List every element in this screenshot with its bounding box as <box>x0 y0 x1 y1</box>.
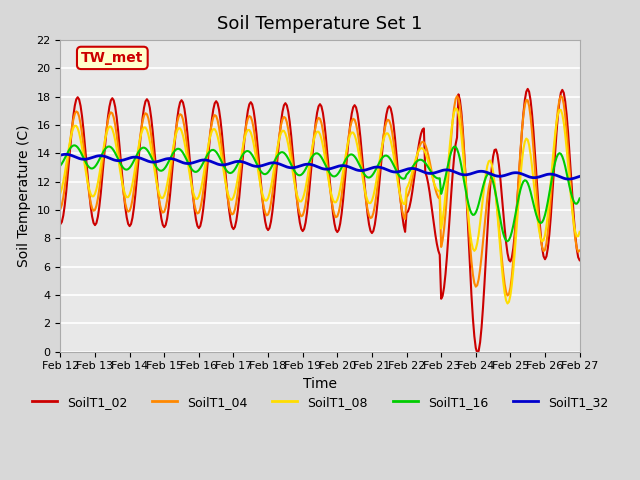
SoilT1_16 <box>354 158 362 164</box>
SoilT1_32 <box>371 164 379 170</box>
SoilT1_02 <box>514 193 522 199</box>
SoilT1_32 <box>383 167 390 172</box>
Line: SoilT1_02: SoilT1_02 <box>60 89 580 353</box>
SoilT1_16 <box>576 195 584 201</box>
SoilT1_16 <box>71 143 79 148</box>
X-axis label: Time: Time <box>303 377 337 391</box>
SoilT1_08 <box>576 229 584 235</box>
SoilT1_32 <box>62 151 70 157</box>
SoilT1_02 <box>71 103 79 108</box>
SoilT1_32 <box>576 174 584 180</box>
SoilT1_04 <box>504 293 511 299</box>
Title: Soil Temperature Set 1: Soil Temperature Set 1 <box>218 15 422 33</box>
Line: SoilT1_16: SoilT1_16 <box>60 145 580 241</box>
SoilT1_08 <box>153 181 161 187</box>
SoilT1_02 <box>352 105 360 110</box>
SoilT1_16 <box>56 163 64 168</box>
SoilT1_16 <box>504 239 511 244</box>
SoilT1_16 <box>371 168 379 174</box>
SoilT1_08 <box>381 133 388 139</box>
SoilT1_32 <box>354 167 362 173</box>
SoilT1_16 <box>72 143 80 149</box>
SoilT1_32 <box>56 152 64 158</box>
SoilT1_08 <box>452 106 460 111</box>
SoilT1_08 <box>369 193 377 199</box>
Y-axis label: Soil Temperature (C): Soil Temperature (C) <box>17 125 31 267</box>
SoilT1_32 <box>72 155 80 160</box>
SoilT1_04 <box>153 182 161 188</box>
SoilT1_32 <box>155 158 163 164</box>
SoilT1_02 <box>369 228 377 234</box>
SoilT1_08 <box>504 300 511 306</box>
SoilT1_02 <box>153 177 161 182</box>
SoilT1_02 <box>524 86 532 92</box>
Line: SoilT1_32: SoilT1_32 <box>60 154 580 179</box>
SoilT1_16 <box>155 167 163 172</box>
SoilT1_04 <box>369 210 377 216</box>
SoilT1_02 <box>381 122 388 128</box>
SoilT1_16 <box>515 193 523 199</box>
SoilT1_08 <box>515 191 523 197</box>
SoilT1_04 <box>381 125 388 131</box>
Line: SoilT1_04: SoilT1_04 <box>60 96 580 296</box>
Text: TW_met: TW_met <box>81 51 143 65</box>
SoilT1_04 <box>514 192 522 198</box>
SoilT1_04 <box>352 121 360 127</box>
SoilT1_04 <box>71 111 79 117</box>
Legend: SoilT1_02, SoilT1_04, SoilT1_08, SoilT1_16, SoilT1_32: SoilT1_02, SoilT1_04, SoilT1_08, SoilT1_… <box>27 391 613 414</box>
SoilT1_08 <box>56 190 64 196</box>
SoilT1_02 <box>576 257 584 263</box>
SoilT1_32 <box>564 176 572 182</box>
SoilT1_02 <box>474 350 481 356</box>
SoilT1_02 <box>56 221 64 227</box>
SoilT1_04 <box>56 206 64 212</box>
SoilT1_16 <box>383 153 390 158</box>
SoilT1_04 <box>557 93 564 99</box>
SoilT1_08 <box>71 123 79 129</box>
SoilT1_32 <box>514 170 522 176</box>
SoilT1_04 <box>576 248 584 253</box>
SoilT1_08 <box>352 137 360 143</box>
Line: SoilT1_08: SoilT1_08 <box>60 108 580 303</box>
